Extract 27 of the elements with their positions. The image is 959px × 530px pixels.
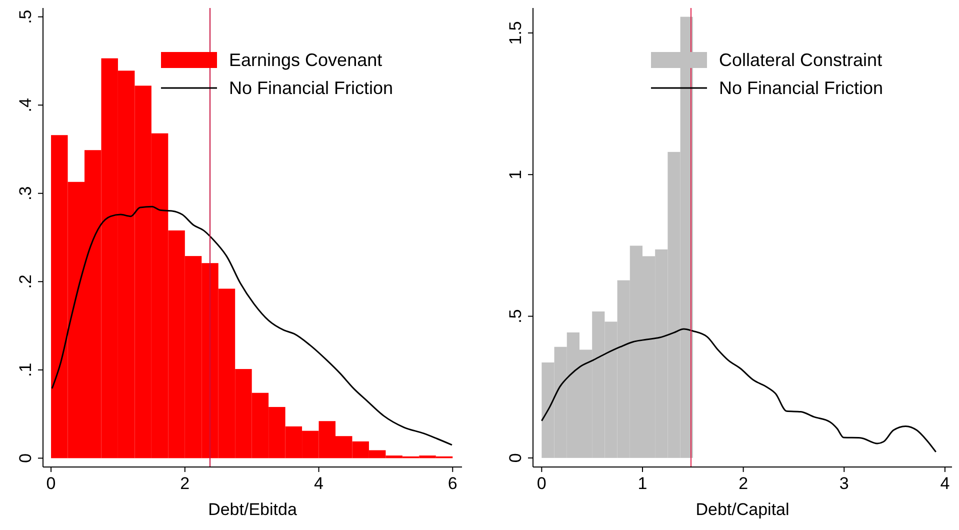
x-axis-title: Debt/Ebitda <box>208 500 298 519</box>
legend-label: Collateral Constraint <box>719 50 882 70</box>
y-tick-label: 1 <box>506 170 525 180</box>
x-tick-label: 6 <box>448 474 458 493</box>
y-tick-label: .1 <box>16 362 35 377</box>
y-tick-label: .2 <box>16 274 35 289</box>
y-tick-label: .4 <box>16 98 35 112</box>
y-tick-label: 0 <box>16 453 35 463</box>
x-tick-label: 4 <box>314 474 324 493</box>
legend-label: Earnings Covenant <box>229 50 382 70</box>
line-series <box>51 206 453 446</box>
legend-label: No Financial Friction <box>229 78 394 98</box>
x-tick-label: 0 <box>46 474 56 493</box>
x-tick-label: 0 <box>536 474 546 493</box>
x-tick-label: 1 <box>638 474 648 493</box>
y-tick-label: 0 <box>506 453 525 463</box>
x-axis-title: Debt/Capital <box>696 500 790 519</box>
x-tick-label: 3 <box>839 474 849 493</box>
legend-label: No Financial Friction <box>719 78 884 98</box>
y-tick-label: .5 <box>506 309 525 324</box>
x-tick-label: 4 <box>940 474 950 493</box>
x-tick-label: 2 <box>738 474 748 493</box>
x-tick-label: 2 <box>180 474 190 493</box>
y-tick-label: 1.5 <box>506 21 525 45</box>
y-tick-label: .3 <box>16 186 35 200</box>
line-series <box>540 328 937 453</box>
y-tick-label: .5 <box>16 10 35 24</box>
